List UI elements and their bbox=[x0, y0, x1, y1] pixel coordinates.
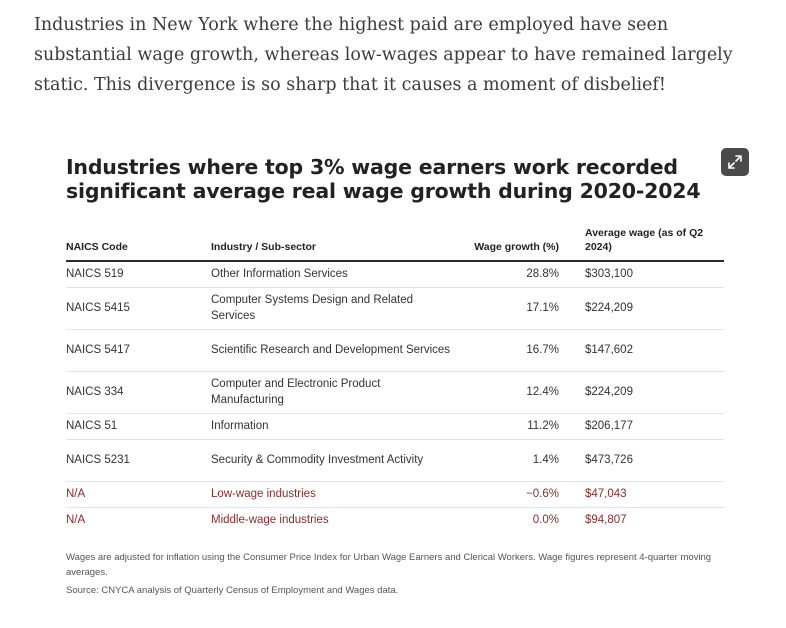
header-wage-growth: Wage growth (%) bbox=[451, 226, 585, 262]
source-note: Source: CNYCA analysis of Quarterly Cens… bbox=[66, 585, 399, 596]
cell-industry: Security & Commodity Investment Activity bbox=[211, 439, 451, 482]
cell-wage-growth: 17.1% bbox=[451, 287, 585, 330]
cell-average-wage: $147,602 bbox=[585, 329, 724, 372]
table-row: NAICS 519 Other Information Services 28.… bbox=[66, 261, 724, 288]
table-header-row: NAICS Code Industry / Sub-sector Wage gr… bbox=[66, 226, 724, 262]
cell-naics-code: N/A bbox=[66, 481, 211, 508]
cell-wage-growth: 28.8% bbox=[451, 261, 585, 288]
header-naics-code: NAICS Code bbox=[66, 226, 211, 262]
footnote: Wages are adjusted for inflation using t… bbox=[66, 552, 712, 578]
table-row: NAICS 334 Computer and Electronic Produc… bbox=[66, 371, 724, 414]
cell-average-wage: $224,209 bbox=[585, 287, 724, 330]
cell-industry: Scientific Research and Development Serv… bbox=[211, 329, 451, 372]
table-row: NAICS 5231 Security & Commodity Investme… bbox=[66, 439, 724, 482]
table-notes: Wages are adjusted for inflation using t… bbox=[66, 550, 726, 601]
cell-average-wage: $303,100 bbox=[585, 261, 724, 288]
expand-arrows-icon bbox=[728, 155, 742, 169]
cell-industry: Low-wage industries bbox=[211, 481, 451, 508]
cell-industry: Information bbox=[211, 413, 451, 440]
cell-naics-code: NAICS 334 bbox=[66, 371, 211, 414]
cell-industry: Middle-wage industries bbox=[211, 514, 329, 527]
table-row: NAICS 51 Information 11.2% $206,177 bbox=[66, 413, 724, 440]
table-row: N/A Middle-wage industries 0.0% $94,807 bbox=[66, 507, 724, 533]
expand-button[interactable] bbox=[721, 148, 749, 176]
header-industry: Industry / Sub-sector bbox=[211, 226, 451, 262]
cell-industry: Computer and Electronic Product Manufact… bbox=[211, 371, 451, 414]
table-row: NAICS 5415 Computer Systems Design and R… bbox=[66, 287, 724, 330]
cell-industry: Other Information Services bbox=[211, 261, 451, 288]
cell-wage-growth: 16.7% bbox=[451, 329, 585, 372]
cell-wage-growth: 1.4% bbox=[451, 439, 585, 482]
cell-average-wage: $224,209 bbox=[585, 371, 724, 414]
cell-wage-growth: 12.4% bbox=[451, 371, 585, 414]
cell-naics-code: NAICS 5231 bbox=[66, 439, 211, 482]
cell-wage-growth: −0.6% bbox=[451, 481, 585, 508]
cell-average-wage: $47,043 bbox=[585, 481, 724, 508]
intro-paragraph: Industries in New York where the highest… bbox=[34, 15, 733, 95]
header-average-wage: Average wage (as of Q2 2024) bbox=[585, 226, 724, 262]
cell-wage-growth: 11.2% bbox=[451, 413, 585, 440]
cell-industry: Computer Systems Design and Related Serv… bbox=[211, 287, 451, 330]
cell-average-wage: $473,726 bbox=[585, 439, 724, 482]
cell-naics-code: NAICS 519 bbox=[66, 261, 211, 288]
cell-average-wage: $206,177 bbox=[585, 413, 724, 440]
cell-average-wage: $94,807 bbox=[585, 514, 627, 527]
cell-naics-code: N/A bbox=[66, 514, 86, 527]
cell-naics-code: NAICS 5417 bbox=[66, 329, 211, 372]
wage-table: NAICS Code Industry / Sub-sector Wage gr… bbox=[66, 226, 724, 533]
table-row: N/A Low-wage industries −0.6% $47,043 bbox=[66, 481, 724, 508]
cell-wage-growth: 0.0% bbox=[532, 514, 559, 527]
table-row: NAICS 5417 Scientific Research and Devel… bbox=[66, 329, 724, 372]
cell-naics-code: NAICS 51 bbox=[66, 413, 211, 440]
cell-naics-code: NAICS 5415 bbox=[66, 287, 211, 330]
table-title: Industries where top 3% wage earners wor… bbox=[66, 155, 701, 203]
